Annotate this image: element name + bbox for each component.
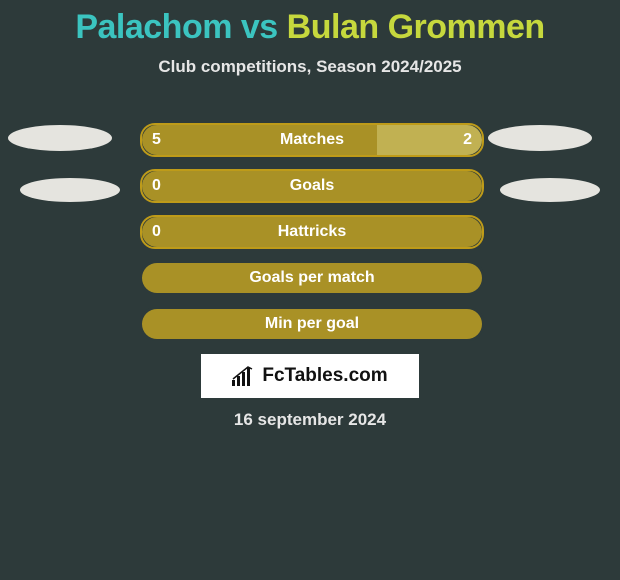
- decorative-ellipse: [500, 178, 600, 202]
- bar-left: [142, 263, 482, 293]
- bar-left: [142, 125, 377, 155]
- stat-right-value: 2: [463, 125, 472, 155]
- decorative-ellipse: [488, 125, 592, 151]
- bar-track: Goals0: [140, 169, 484, 203]
- bar-track: Hattricks0: [140, 215, 484, 249]
- stat-left-value: 0: [152, 171, 161, 201]
- logo-box: FcTables.com: [201, 354, 419, 398]
- bar-track: Min per goal: [140, 307, 484, 341]
- bars-icon: [232, 366, 256, 386]
- bar-left: [142, 309, 482, 339]
- comparison-chart: Matches52Goals0Hattricks0Goals per match…: [0, 120, 620, 350]
- decorative-ellipse: [20, 178, 120, 202]
- stat-row: Goals per match: [0, 258, 620, 304]
- stat-row: Hattricks0: [0, 212, 620, 258]
- bar-left: [142, 217, 482, 247]
- title-vs: vs: [232, 8, 287, 46]
- stat-row: Min per goal: [0, 304, 620, 350]
- decorative-ellipse: [8, 125, 112, 151]
- bar-left: [142, 171, 482, 201]
- title-player1: Palachom: [75, 8, 232, 46]
- page-title: Palachom vs Bulan Grommen: [0, 0, 620, 47]
- stat-left-value: 0: [152, 217, 161, 247]
- title-player2: Bulan Grommen: [287, 8, 545, 46]
- bar-track: Matches52: [140, 123, 484, 157]
- subtitle: Club competitions, Season 2024/2025: [0, 57, 620, 77]
- logo: FcTables.com: [232, 365, 387, 387]
- stats-comparison-card: Palachom vs Bulan Grommen Club competiti…: [0, 0, 620, 580]
- logo-text: FcTables.com: [262, 365, 387, 387]
- bar-track: Goals per match: [140, 261, 484, 295]
- stat-left-value: 5: [152, 125, 161, 155]
- date-line: 16 september 2024: [0, 410, 620, 430]
